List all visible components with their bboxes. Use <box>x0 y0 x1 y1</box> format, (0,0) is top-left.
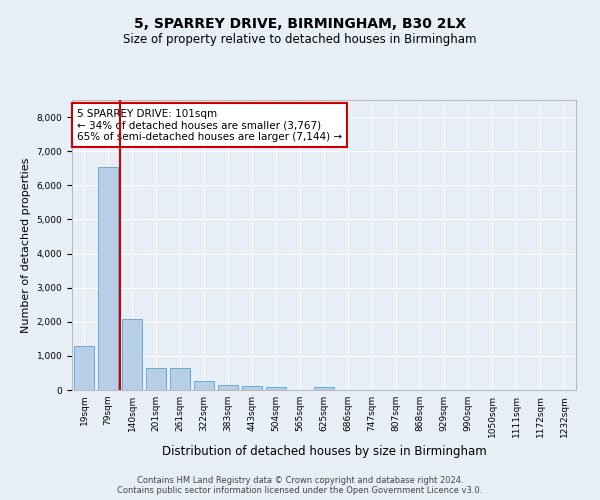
Bar <box>146 368 166 390</box>
Bar <box>194 381 214 390</box>
Bar <box>242 386 262 390</box>
Text: Size of property relative to detached houses in Birmingham: Size of property relative to detached ho… <box>123 32 477 46</box>
Bar <box>98 166 118 390</box>
Text: 5 SPARREY DRIVE: 101sqm
← 34% of detached houses are smaller (3,767)
65% of semi: 5 SPARREY DRIVE: 101sqm ← 34% of detache… <box>77 108 342 142</box>
Bar <box>74 346 94 390</box>
Y-axis label: Number of detached properties: Number of detached properties <box>21 158 31 332</box>
Bar <box>170 368 190 390</box>
Bar <box>266 388 286 390</box>
Bar <box>122 319 142 390</box>
Bar <box>218 385 238 390</box>
Text: 5, SPARREY DRIVE, BIRMINGHAM, B30 2LX: 5, SPARREY DRIVE, BIRMINGHAM, B30 2LX <box>134 18 466 32</box>
Text: Contains HM Land Registry data © Crown copyright and database right 2024.
Contai: Contains HM Land Registry data © Crown c… <box>118 476 482 495</box>
X-axis label: Distribution of detached houses by size in Birmingham: Distribution of detached houses by size … <box>161 446 487 458</box>
Bar <box>314 388 334 390</box>
